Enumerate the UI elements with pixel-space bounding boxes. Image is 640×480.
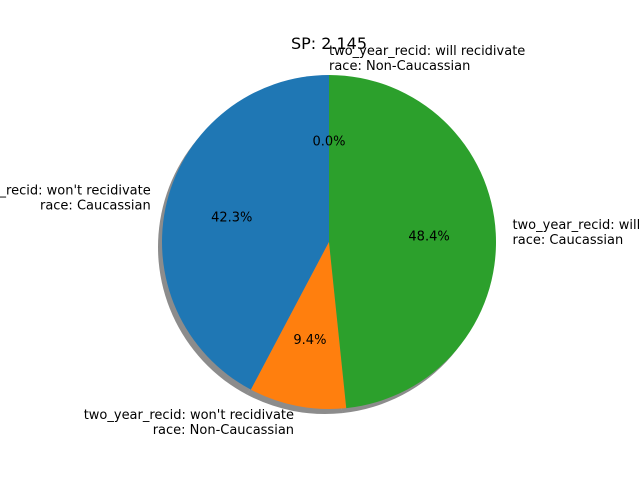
slice-label-line: two_year_recid: will recidivate	[329, 44, 525, 59]
slice-label-line: race: Caucassian	[512, 233, 623, 248]
wedge-two-year-recid-will-recidivate-race-caucassian	[329, 75, 497, 409]
slice-label-line: two_year_recid: won't recidivate	[0, 183, 151, 198]
slice-label-line: two_year_recid: won't recidivate	[84, 408, 294, 423]
slice-label-line: race: Non-Caucassian	[153, 423, 294, 438]
pct-label-two-year-recid-won-t-recidivate-race-caucassian: 42.3%	[211, 210, 252, 225]
pct-label-two-year-recid-will-recidivate-race-non-caucassian: 0.0%	[312, 134, 345, 149]
pct-label-two-year-recid-won-t-recidivate-race-non-caucassian: 9.4%	[293, 333, 326, 348]
chart-title: SP: 2.145	[291, 34, 367, 53]
wedge-two-year-recid-won-t-recidivate-race-caucassian	[161, 75, 329, 390]
pie-wedges	[161, 75, 497, 409]
wedge-two-year-recid-won-t-recidivate-race-non-caucassian	[250, 242, 347, 409]
slice-label-line: race: Caucassian	[40, 198, 151, 213]
slice-label-two-year-recid-will-recidivate-race-non-caucassian: two_year_recid: will recidivate race: Non…	[329, 44, 525, 74]
pie-percent-labels: 42.3% 9.4% 48.4% 0.0%	[211, 134, 450, 348]
slice-label-line: two_year_recid: will recidivate	[512, 218, 640, 233]
slice-label-two-year-recid-won-t-recidivate-race-non-caucassian: two_year_recid: won't recidivate race: No…	[84, 408, 294, 438]
slice-label-line: race: Non-Caucassian	[329, 59, 470, 74]
pct-label-two-year-recid-will-recidivate-race-caucassian: 48.4%	[408, 229, 449, 244]
